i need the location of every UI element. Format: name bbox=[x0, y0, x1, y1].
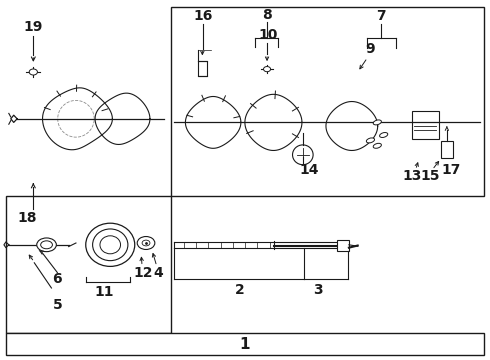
Circle shape bbox=[142, 240, 150, 246]
Ellipse shape bbox=[380, 132, 388, 138]
Text: 1: 1 bbox=[240, 337, 250, 352]
Bar bbox=[337, 240, 349, 251]
Ellipse shape bbox=[37, 238, 56, 252]
Text: 6: 6 bbox=[52, 272, 62, 286]
Ellipse shape bbox=[41, 241, 52, 249]
Text: 19: 19 bbox=[24, 20, 43, 34]
Text: 12: 12 bbox=[133, 266, 153, 280]
Text: 5: 5 bbox=[52, 298, 62, 312]
Ellipse shape bbox=[367, 138, 374, 143]
Ellipse shape bbox=[373, 143, 381, 148]
Bar bbox=[6, 196, 171, 333]
Text: 7: 7 bbox=[376, 9, 386, 23]
Bar bbox=[441, 141, 453, 158]
Circle shape bbox=[264, 67, 270, 72]
Text: 18: 18 bbox=[17, 211, 37, 225]
Ellipse shape bbox=[100, 236, 121, 254]
Text: 17: 17 bbox=[441, 163, 461, 177]
Text: 11: 11 bbox=[94, 285, 114, 299]
Text: 3: 3 bbox=[313, 283, 322, 297]
Text: 8: 8 bbox=[262, 8, 272, 22]
Text: 10: 10 bbox=[259, 28, 278, 42]
Bar bbox=[198, 61, 207, 76]
Circle shape bbox=[29, 69, 37, 75]
Ellipse shape bbox=[93, 229, 128, 261]
Circle shape bbox=[137, 237, 155, 249]
Ellipse shape bbox=[373, 120, 381, 125]
Bar bbox=[6, 333, 484, 355]
Text: 2: 2 bbox=[235, 283, 245, 297]
Ellipse shape bbox=[86, 223, 135, 266]
Text: 14: 14 bbox=[299, 163, 318, 177]
Bar bbox=[171, 7, 484, 196]
Bar bbox=[412, 111, 439, 139]
Text: 9: 9 bbox=[365, 42, 375, 56]
Ellipse shape bbox=[293, 145, 313, 165]
Text: 15: 15 bbox=[420, 169, 440, 183]
Text: 13: 13 bbox=[403, 169, 422, 183]
Text: 4: 4 bbox=[153, 266, 163, 280]
Text: 16: 16 bbox=[194, 9, 213, 23]
